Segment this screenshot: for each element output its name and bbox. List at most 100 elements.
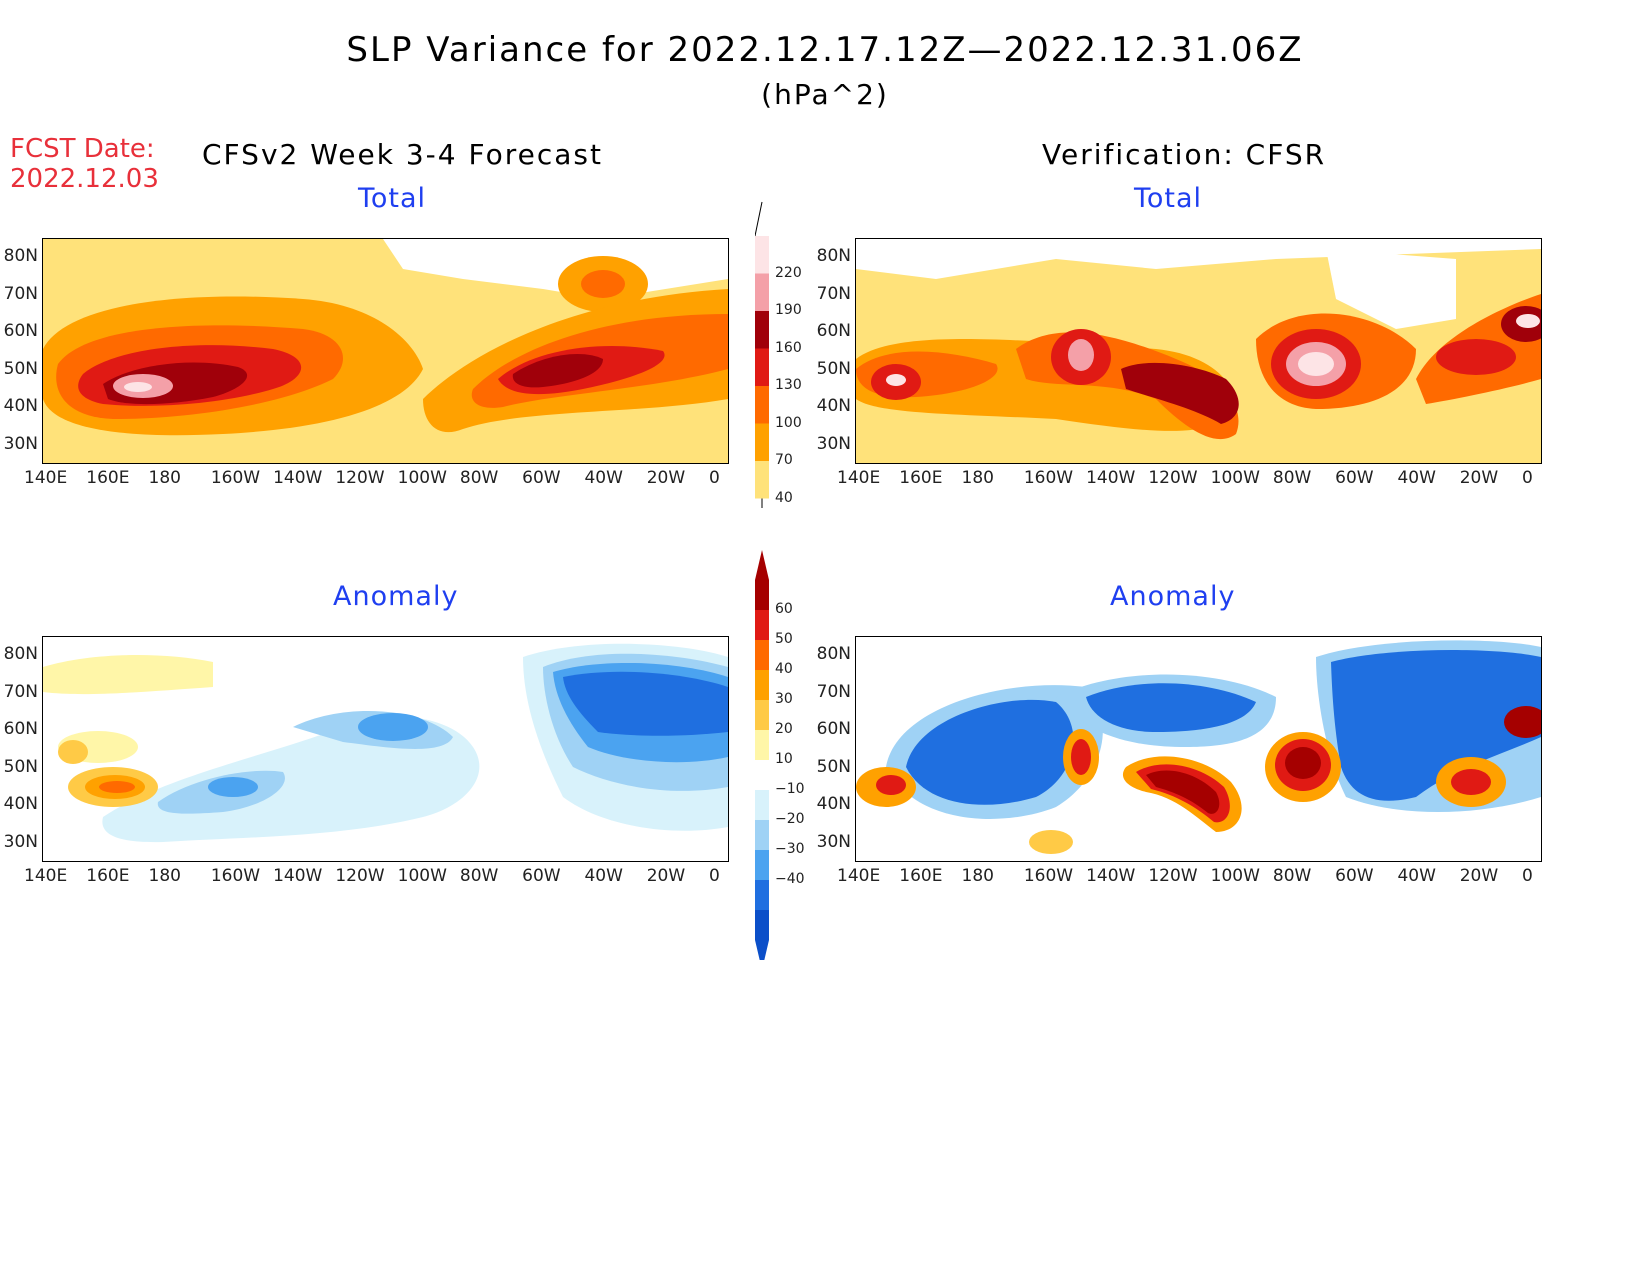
lat-tick: 30N (816, 433, 851, 454)
fcst-date: 2022.12.03 (10, 164, 159, 194)
lon-tick: 80W (1272, 468, 1312, 488)
colorbar-segment (755, 790, 769, 820)
colorbar-level: 10 (775, 751, 793, 767)
anomaly-colorbar: 60 50 40 30 20 10 −10 −20 −30 −40 (755, 540, 815, 970)
lon-tick: 40W (1397, 468, 1436, 488)
colorbar-top-arrow (755, 550, 769, 580)
colorbar-level: 40 (775, 661, 793, 677)
colorbar-segment (755, 880, 769, 910)
colorbar-bottom-arrow (755, 940, 769, 970)
lon-tick: 180 (961, 468, 994, 488)
colorbar-segment (755, 670, 769, 700)
lat-tick: 50N (3, 756, 38, 777)
colorbar-level: −10 (775, 781, 805, 797)
colorbar-segment (755, 820, 769, 850)
colorbar-level: 30 (775, 691, 793, 707)
total-colorbar: 220 190 160 130 100 70 40 (754, 198, 815, 533)
colorbar-segment (755, 273, 769, 311)
forecast-anomaly-label: Anomaly (333, 581, 459, 612)
lon-tick: 180 (961, 866, 994, 886)
colorbar-segment (755, 850, 769, 880)
lon-tick: 120W (1148, 866, 1198, 886)
lon-tick: 20W (646, 468, 686, 488)
lat-tick: 30N (3, 831, 38, 852)
lon-tick: 160W (1023, 866, 1074, 886)
lon-tick: 80W (459, 866, 499, 886)
lon-tick: 60W (522, 468, 561, 488)
colorbar-segment (755, 580, 769, 610)
colorbar-level: 130 (775, 377, 802, 393)
lat-tick: 50N (3, 358, 38, 379)
lon-tick: 140W (273, 866, 323, 886)
colorbar-level: −30 (775, 841, 805, 857)
lon-tick: 40W (1397, 866, 1436, 886)
lon-tick: 100W (1210, 468, 1260, 488)
lon-tick: 80W (1272, 866, 1312, 886)
colorbar-segment (755, 640, 769, 670)
lat-tick: 70N (816, 283, 851, 304)
lat-tick: 60N (816, 321, 851, 341)
lon-tick: 20W (646, 866, 686, 886)
lon-tick: 0 (709, 866, 720, 886)
lon-tick: 120W (1148, 468, 1198, 488)
lat-tick: 40N (3, 396, 38, 416)
verification-anomaly-map (855, 636, 1542, 862)
colorbar-segment (755, 348, 769, 386)
colorbar-level: −40 (775, 871, 805, 887)
lon-tick: 140W (1086, 468, 1136, 488)
lat-tick: 40N (816, 794, 851, 814)
colorbar-top-arrow (754, 201, 763, 237)
verification-anomaly-label: Anomaly (1110, 581, 1236, 612)
lon-tick: 40W (584, 866, 623, 886)
lon-tick: 20W (1459, 866, 1499, 886)
lat-tick: 80N (3, 644, 38, 664)
colorbar-level: 220 (775, 264, 802, 281)
lon-tick: 140E (24, 468, 68, 488)
lat-tick: 60N (816, 719, 851, 739)
lon-tick: 160E (899, 468, 943, 488)
lon-tick: 140E (24, 866, 68, 886)
lon-tick: 160W (210, 866, 261, 886)
colorbar-level: 20 (775, 721, 793, 737)
lon-tick: 60W (522, 866, 561, 886)
lat-tick: 50N (816, 358, 851, 379)
lat-tick: 70N (816, 681, 851, 702)
lat-tick: 30N (816, 831, 851, 852)
lon-tick: 140E (837, 468, 881, 488)
lon-tick: 160E (899, 866, 943, 886)
lon-tick: 40W (584, 468, 623, 488)
lat-tick: 80N (3, 246, 38, 266)
lon-tick: 140W (273, 468, 323, 488)
lat-tick: 40N (3, 794, 38, 814)
colorbar-level: 40 (775, 489, 793, 506)
lon-tick: 140W (1086, 866, 1136, 886)
colorbar-level: 50 (775, 631, 793, 647)
lon-tick: 100W (397, 866, 447, 886)
lon-tick: 160E (86, 866, 130, 886)
lat-tick: 40N (816, 396, 851, 416)
colorbar-level: 70 (775, 452, 793, 468)
colorbar-level: 60 (775, 601, 793, 617)
lon-tick: 180 (148, 866, 181, 886)
colorbar-level: 160 (775, 339, 802, 356)
colorbar-graphic (755, 550, 769, 970)
lon-tick: 140E (837, 866, 881, 886)
lon-tick: 80W (459, 468, 499, 488)
lat-tick: 30N (3, 433, 38, 454)
colorbar-segment (755, 730, 769, 760)
lon-tick: 0 (709, 468, 720, 488)
lat-tick: 80N (816, 644, 851, 664)
lat-tick: 50N (816, 756, 851, 777)
lat-tick: 60N (3, 321, 38, 341)
lat-tick: 80N (816, 246, 851, 266)
lon-tick: 160W (210, 468, 261, 488)
forecast-heading: CFSv2 Week 3-4 Forecast (202, 138, 603, 171)
lon-tick: 0 (1522, 468, 1533, 488)
verification-heading: Verification: CFSR (1042, 138, 1327, 171)
lon-tick: 160E (86, 468, 130, 488)
colorbar-level: 100 (775, 414, 802, 431)
colorbar-segment (755, 386, 769, 424)
colorbar-level: −20 (775, 811, 805, 827)
colorbar-segment (755, 461, 769, 499)
lon-tick: 60W (1335, 866, 1374, 886)
